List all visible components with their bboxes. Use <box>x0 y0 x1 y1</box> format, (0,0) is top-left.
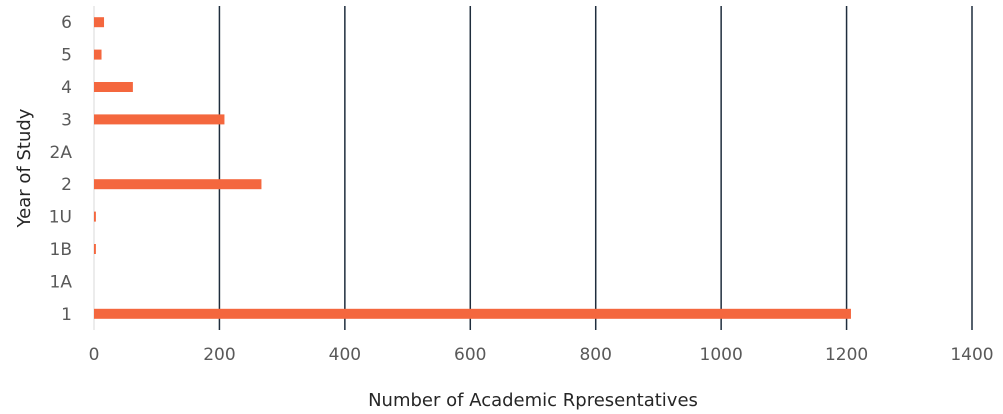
y-tick-label: 6 <box>61 13 72 33</box>
y-tick-label: 2A <box>50 143 73 163</box>
y-tick-label: 3 <box>61 110 72 130</box>
x-tick-labels: 0 200 400 600 800 1000 1200 1400 <box>89 345 994 365</box>
bar-6 <box>94 17 105 28</box>
x-tick-label: 1200 <box>825 345 868 365</box>
y-tick-label: 4 <box>61 78 72 98</box>
bars <box>94 17 851 319</box>
x-tick-label: 0 <box>89 345 100 365</box>
y-tick-labels: 1 1A 1B 1U 2 2A 3 4 5 6 <box>49 13 73 325</box>
y-tick-label: 2 <box>61 175 72 195</box>
bar-3 <box>94 114 225 125</box>
y-tick-label: 5 <box>61 46 72 66</box>
bar-1b <box>94 244 96 254</box>
y-tick-label: 1B <box>50 240 72 260</box>
x-axis-title: Number of Academic Rpresentatives <box>368 390 698 411</box>
x-tick-label: 1400 <box>950 345 993 365</box>
bar-4 <box>94 82 133 92</box>
x-tick-label: 600 <box>454 345 486 365</box>
x-tick-label: 200 <box>203 345 235 365</box>
y-tick-label: 1A <box>50 272 73 292</box>
y-tick-label: 1U <box>49 208 72 228</box>
x-tick-label: 400 <box>329 345 361 365</box>
y-axis-title: Year of Study <box>14 108 35 228</box>
bar-1u <box>94 211 96 222</box>
y-tick-label: 1 <box>61 305 72 325</box>
bar-5 <box>94 49 102 60</box>
x-tick-label: 800 <box>579 345 611 365</box>
bar-1 <box>94 308 851 319</box>
bar-2 <box>94 179 262 190</box>
x-tick-label: 1000 <box>700 345 743 365</box>
gridlines <box>218 6 973 330</box>
